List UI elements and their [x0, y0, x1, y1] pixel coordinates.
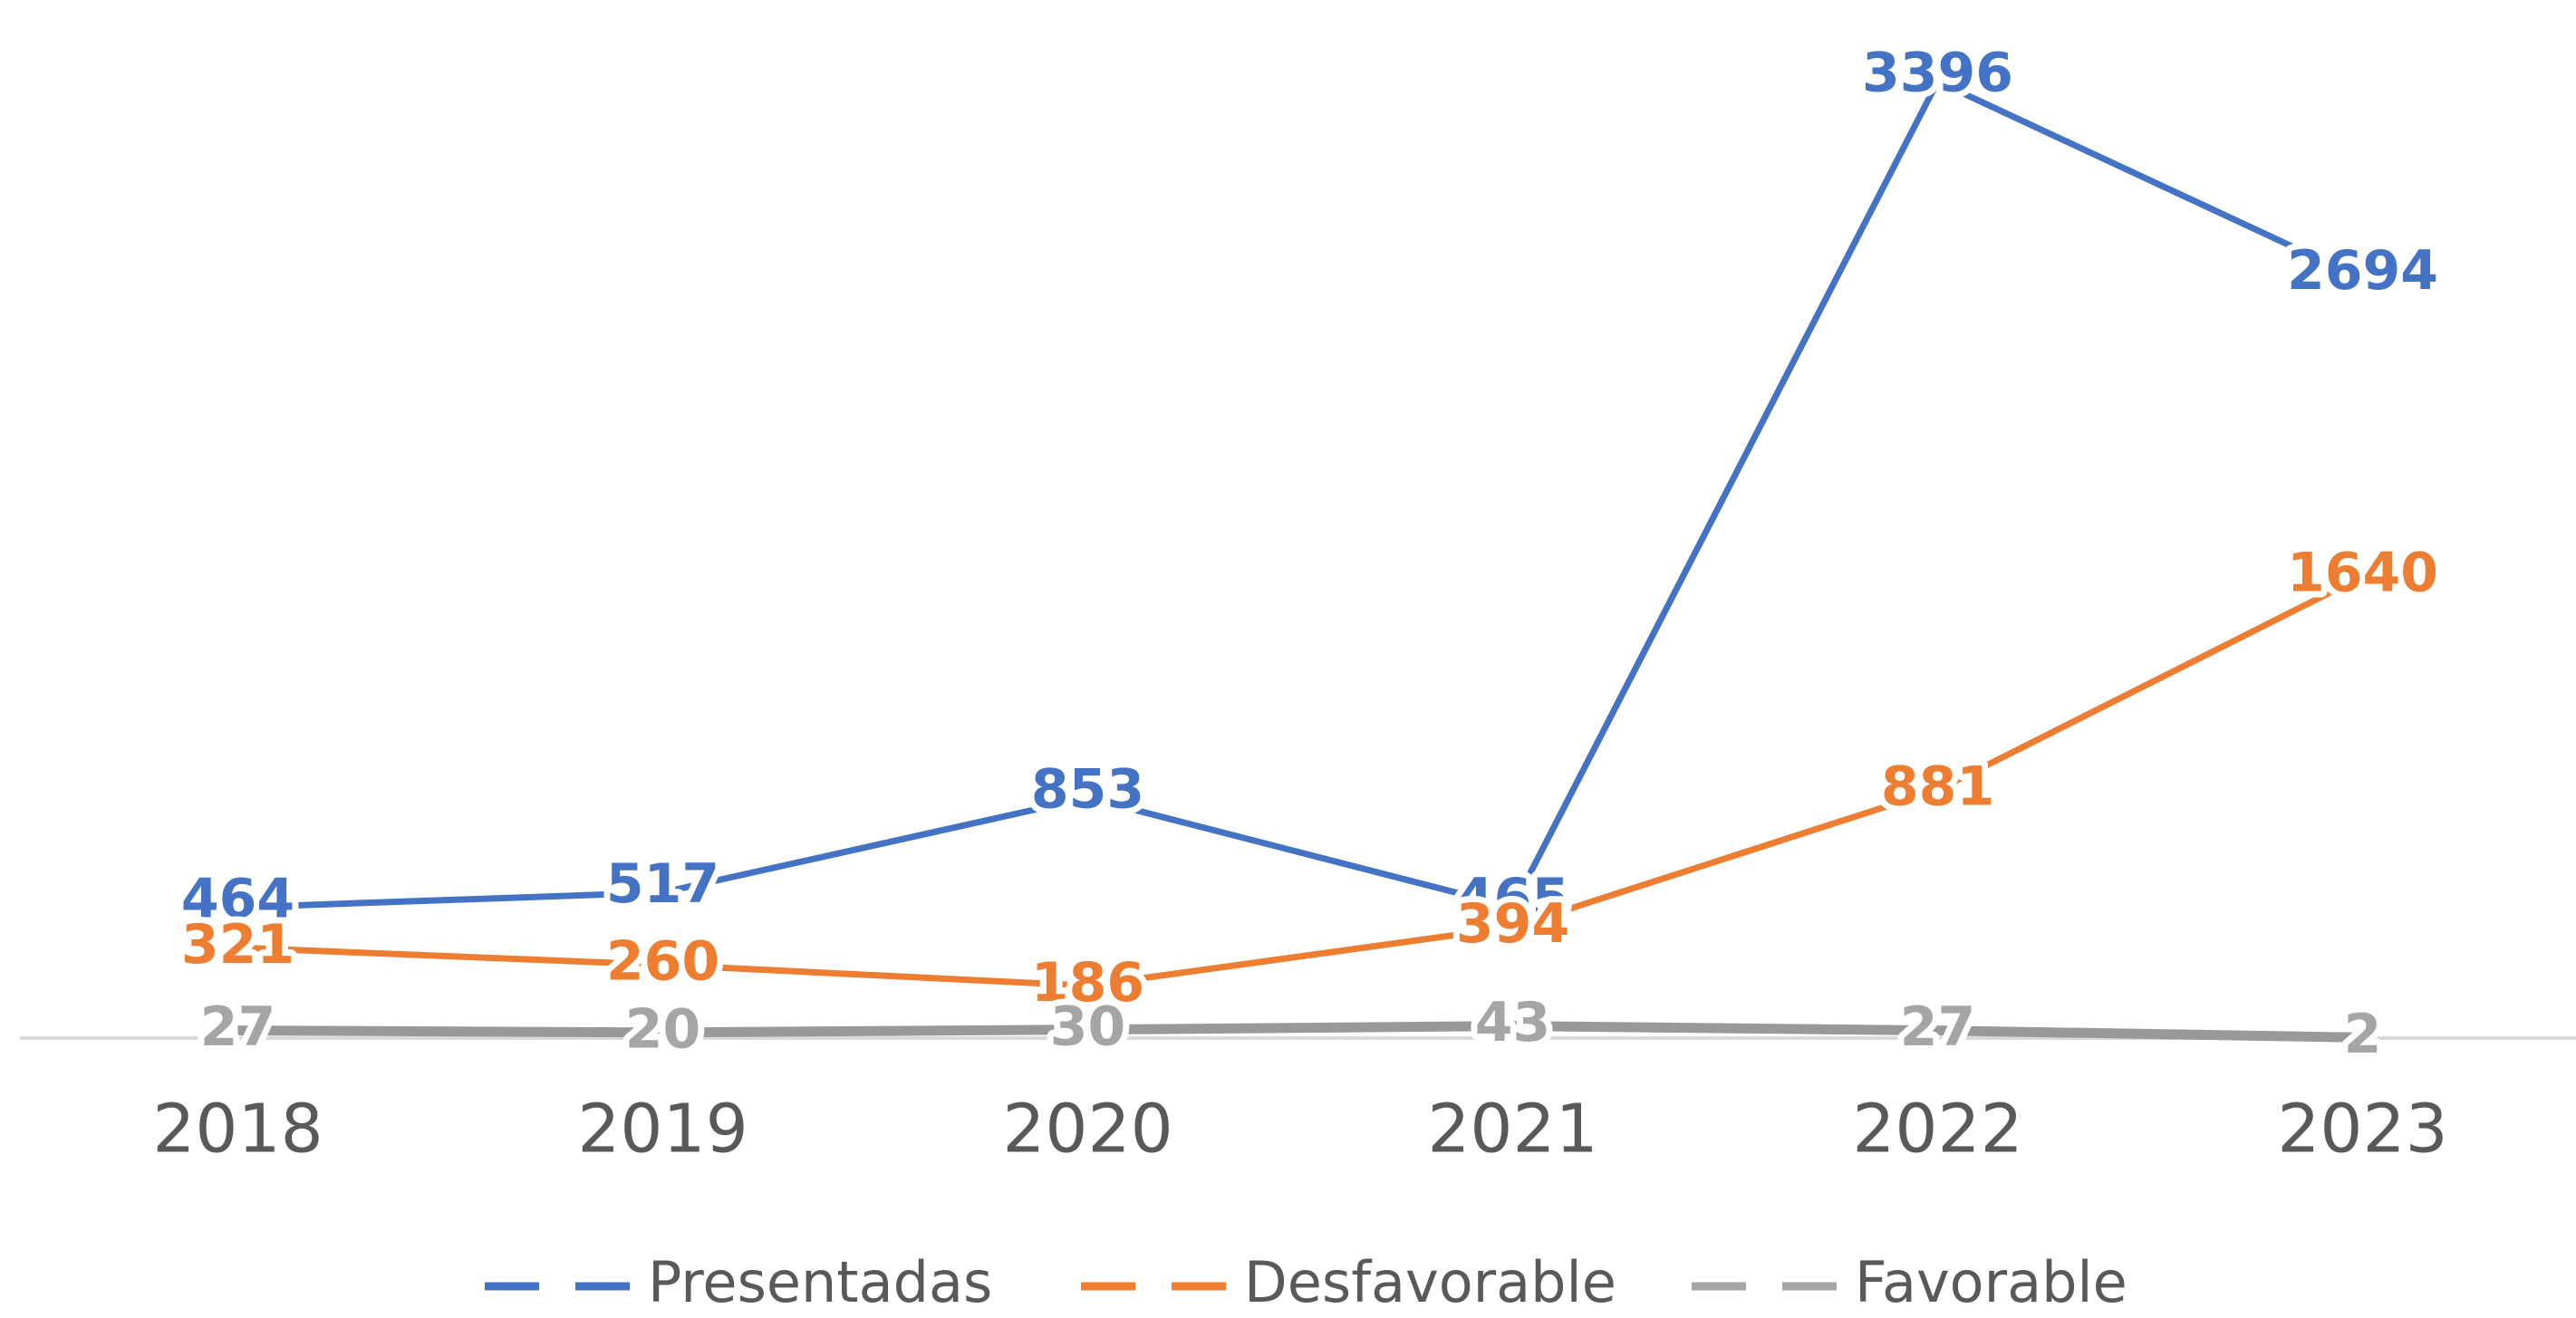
- data-label: 3396: [1862, 42, 2013, 105]
- x-tick-label: 2021: [1427, 1091, 1597, 1169]
- data-label: 517: [606, 852, 719, 916]
- data-label: 853: [1031, 757, 1144, 821]
- x-tick-label: 2019: [577, 1091, 748, 1169]
- x-tick-label: 2020: [1002, 1091, 1172, 1169]
- series-line: [237, 572, 2365, 989]
- data-label: 2: [2344, 1003, 2382, 1066]
- x-tick-label: 2022: [1852, 1091, 2022, 1169]
- data-label: 186: [1031, 951, 1144, 1015]
- data-label: 394: [1456, 892, 1569, 956]
- data-label: 1640: [2287, 542, 2438, 605]
- data-label: 260: [606, 930, 719, 994]
- series-line: [237, 1021, 2363, 1043]
- data-label: 881: [1881, 755, 1994, 819]
- data-label: 30: [1050, 995, 1126, 1058]
- data-label: 27: [200, 996, 276, 1059]
- x-tick-label: 2018: [152, 1091, 323, 1169]
- x-tick-label: 2023: [2277, 1091, 2447, 1169]
- legend-label: Presentadas: [648, 1249, 992, 1315]
- data-label: 321: [181, 913, 294, 976]
- data-label: 43: [1475, 991, 1551, 1054]
- data-label: 27: [1900, 996, 1976, 1059]
- data-label: 2694: [2287, 239, 2438, 303]
- legend-label: Desfavorable: [1244, 1249, 1616, 1315]
- data-label: 465: [1456, 867, 1569, 930]
- series-line: [237, 78, 2364, 911]
- data-label: 20: [625, 997, 701, 1061]
- data-label: 464: [181, 867, 294, 930]
- legend-label: Favorable: [1855, 1249, 2127, 1315]
